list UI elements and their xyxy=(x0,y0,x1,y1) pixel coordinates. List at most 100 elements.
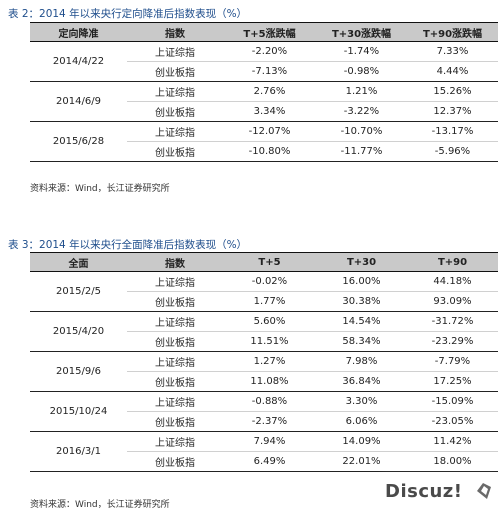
value-cell-t90: 93.09% xyxy=(407,291,498,312)
value-cell-t90: -7.79% xyxy=(407,351,498,372)
header-cell: T+90涨跌幅 xyxy=(407,22,498,42)
value-cell-t5: 1.77% xyxy=(223,291,316,312)
header-cell: T+90 xyxy=(407,252,498,272)
value-cell-t30: 14.09% xyxy=(316,431,407,452)
watermark: Discuz! xyxy=(385,481,493,503)
value-cell-t90: -23.05% xyxy=(407,411,498,432)
value-cell-t90: -23.29% xyxy=(407,331,498,352)
value-cell-t30: 22.01% xyxy=(316,451,407,472)
value-cell-t5: -10.80% xyxy=(223,141,316,162)
date-cell: 2014/4/22 xyxy=(30,41,127,82)
index-cell: 创业板指 xyxy=(127,371,223,392)
index-cell: 创业板指 xyxy=(127,101,223,122)
discuz-logo-icon xyxy=(477,483,491,499)
value-cell-t90: 4.44% xyxy=(407,61,498,82)
value-cell-t30: -1.74% xyxy=(316,41,407,62)
value-cell-t30: 58.34% xyxy=(316,331,407,352)
value-cell-t30: 1.21% xyxy=(316,81,407,102)
table-row: 2015/6/28 上证综指 -12.07% -10.70% -13.17% xyxy=(30,121,498,162)
table1-source: 资料来源：Wind，长江证券研究所 xyxy=(30,184,170,194)
date-cell: 2016/3/1 xyxy=(30,431,127,472)
table-row: 创业板指 6.49% 22.01% 18.00% xyxy=(30,451,498,472)
value-cell-t5: 1.27% xyxy=(223,351,316,372)
value-cell-t90: 18.00% xyxy=(407,451,498,472)
value-cell-t90: -15.09% xyxy=(407,391,498,412)
index-cell: 创业板指 xyxy=(127,141,223,162)
header-cell: T+30 xyxy=(316,252,407,272)
value-cell-t90: -13.17% xyxy=(407,121,498,142)
value-cell-t90: 44.18% xyxy=(407,271,498,292)
value-cell-t5: 11.08% xyxy=(223,371,316,392)
index-cell: 上证综指 xyxy=(127,391,223,412)
table1-caption: 表 2：2014 年以来央行定向降准后指数表现（%） xyxy=(8,8,248,20)
value-cell-t5: 3.34% xyxy=(223,101,316,122)
header-cell: 定向降准 xyxy=(30,22,127,42)
table-row: 2015/10/24 上证综指 -0.88% 3.30% -15.09% xyxy=(30,391,498,432)
value-cell-t30: -11.77% xyxy=(316,141,407,162)
value-cell-t5: -0.02% xyxy=(223,271,316,292)
value-cell-t90: 11.42% xyxy=(407,431,498,452)
value-cell-t5: -2.37% xyxy=(223,411,316,432)
table-row: 2015/2/5 上证综指 -0.02% 16.00% 44.18% xyxy=(30,271,498,312)
value-cell-t5: 7.94% xyxy=(223,431,316,452)
value-cell-t30: 14.54% xyxy=(316,311,407,332)
value-cell-t90: 12.37% xyxy=(407,101,498,122)
value-cell-t30: 16.00% xyxy=(316,271,407,292)
table2-source: 资料来源：Wind，长江证券研究所 xyxy=(30,500,170,510)
index-cell: 上证综指 xyxy=(127,431,223,452)
index-cell: 创业板指 xyxy=(127,331,223,352)
value-cell-t30: 7.98% xyxy=(316,351,407,372)
value-cell-t5: -12.07% xyxy=(223,121,316,142)
table1: 定向降准 指数 T+5涨跌幅 T+30涨跌幅 T+90涨跌幅 2014/4/22… xyxy=(30,22,498,162)
table-row: 2014/4/22 上证综指 -2.20% -1.74% 7.33% xyxy=(30,41,498,82)
value-cell-t90: -31.72% xyxy=(407,311,498,332)
header-cell: 指数 xyxy=(127,22,223,42)
header-cell: 指数 xyxy=(127,252,223,272)
value-cell-t5: 6.49% xyxy=(223,451,316,472)
index-cell: 上证综指 xyxy=(127,311,223,332)
date-cell: 2015/2/5 xyxy=(30,271,127,312)
table-row: 2016/3/1 上证综指 7.94% 14.09% 11.42% xyxy=(30,431,498,472)
value-cell-t5: 5.60% xyxy=(223,311,316,332)
header-cell: T+5涨跌幅 xyxy=(223,22,316,42)
value-cell-t5: 2.76% xyxy=(223,81,316,102)
table-row: 2015/9/6 上证综指 1.27% 7.98% -7.79% xyxy=(30,351,498,392)
value-cell-t30: -0.98% xyxy=(316,61,407,82)
date-cell: 2015/4/20 xyxy=(30,311,127,352)
index-cell: 创业板指 xyxy=(127,61,223,82)
value-cell-t30: 36.84% xyxy=(316,371,407,392)
index-cell: 创业板指 xyxy=(127,411,223,432)
index-cell: 上证综指 xyxy=(127,271,223,292)
watermark-text: Discuz! xyxy=(385,481,463,502)
table-row: 创业板指 11.51% 58.34% -23.29% xyxy=(30,331,498,352)
index-cell: 上证综指 xyxy=(127,351,223,372)
header-cell: 全面 xyxy=(30,252,127,272)
header-cell: T+30涨跌幅 xyxy=(316,22,407,42)
value-cell-t30: -10.70% xyxy=(316,121,407,142)
value-cell-t5: 11.51% xyxy=(223,331,316,352)
header-cell: T+5 xyxy=(223,252,316,272)
index-cell: 创业板指 xyxy=(127,291,223,312)
value-cell-t90: 17.25% xyxy=(407,371,498,392)
table2: 全面 指数 T+5 T+30 T+90 2015/2/5 上证综指 -0.02% 16… xyxy=(30,252,498,472)
index-cell: 上证综指 xyxy=(127,81,223,102)
value-cell-t5: -0.88% xyxy=(223,391,316,412)
table2-caption: 表 3：2014 年以来央行全面降准后指数表现（%） xyxy=(8,239,248,251)
table-row: 创业板指 11.08% 36.84% 17.25% xyxy=(30,371,498,392)
value-cell-t30: 30.38% xyxy=(316,291,407,312)
value-cell-t30: -3.22% xyxy=(316,101,407,122)
date-cell: 2015/6/28 xyxy=(30,121,127,162)
value-cell-t90: 15.26% xyxy=(407,81,498,102)
table-row: 创业板指 -10.80% -11.77% -5.96% xyxy=(30,141,498,162)
date-cell: 2015/10/24 xyxy=(30,391,127,432)
value-cell-t5: -7.13% xyxy=(223,61,316,82)
index-cell: 上证综指 xyxy=(127,41,223,62)
index-cell: 上证综指 xyxy=(127,121,223,142)
table-row: 创业板指 3.34% -3.22% 12.37% xyxy=(30,101,498,122)
table-row: 创业板指 -2.37% 6.06% -23.05% xyxy=(30,411,498,432)
value-cell-t90: -5.96% xyxy=(407,141,498,162)
value-cell-t90: 7.33% xyxy=(407,41,498,62)
table-row: 创业板指 -7.13% -0.98% 4.44% xyxy=(30,61,498,82)
value-cell-t30: 6.06% xyxy=(316,411,407,432)
value-cell-t30: 3.30% xyxy=(316,391,407,412)
